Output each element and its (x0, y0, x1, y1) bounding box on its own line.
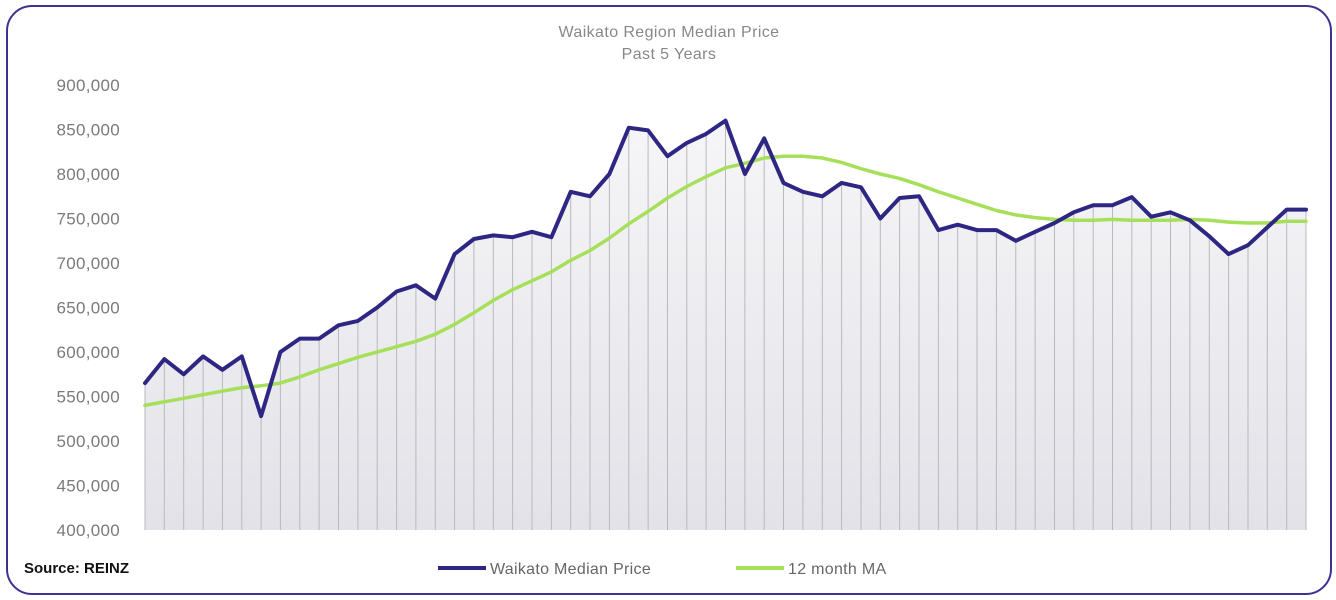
y-tick-label: 450,000 (56, 477, 120, 496)
source-label: Source: REINZ (24, 560, 129, 577)
y-tick-label: 900,000 (56, 76, 120, 95)
drop-lines-layer (144, 120, 1307, 530)
legend-item-waikato-median-price: Waikato Median Price (438, 561, 651, 578)
line-chart: Waikato Region Median Price Past 5 Years… (24, 24, 1308, 578)
y-tick-label: 750,000 (56, 210, 120, 229)
y-tick-label: 550,000 (56, 388, 120, 407)
y-tick-label: 500,000 (56, 432, 120, 451)
chart-title: Waikato Region Median Price (559, 24, 780, 41)
legend: Waikato Median Price 12 month MA (438, 561, 886, 578)
y-tick-label: 850,000 (56, 121, 120, 140)
legend-label: 12 month MA (788, 561, 886, 578)
chart-frame: Waikato Region Median Price Past 5 Years… (6, 5, 1332, 595)
y-tick-label: 700,000 (56, 254, 120, 273)
legend-label: Waikato Median Price (490, 561, 651, 578)
y-tick-label: 800,000 (56, 165, 120, 184)
y-tick-label: 400,000 (56, 521, 120, 540)
y-tick-label: 600,000 (56, 343, 120, 362)
series-layer (143, 118, 1308, 419)
y-axis-ticks: 900,000 850,000 800,000 750,000 700,000 650,0… (56, 76, 120, 540)
series-line-12-month-ma (143, 154, 1308, 408)
series-line-waikato-median-price (143, 118, 1308, 419)
legend-item-12-month-ma: 12 month MA (736, 561, 886, 578)
chart-subtitle: Past 5 Years (622, 46, 717, 63)
y-tick-label: 650,000 (56, 299, 120, 318)
